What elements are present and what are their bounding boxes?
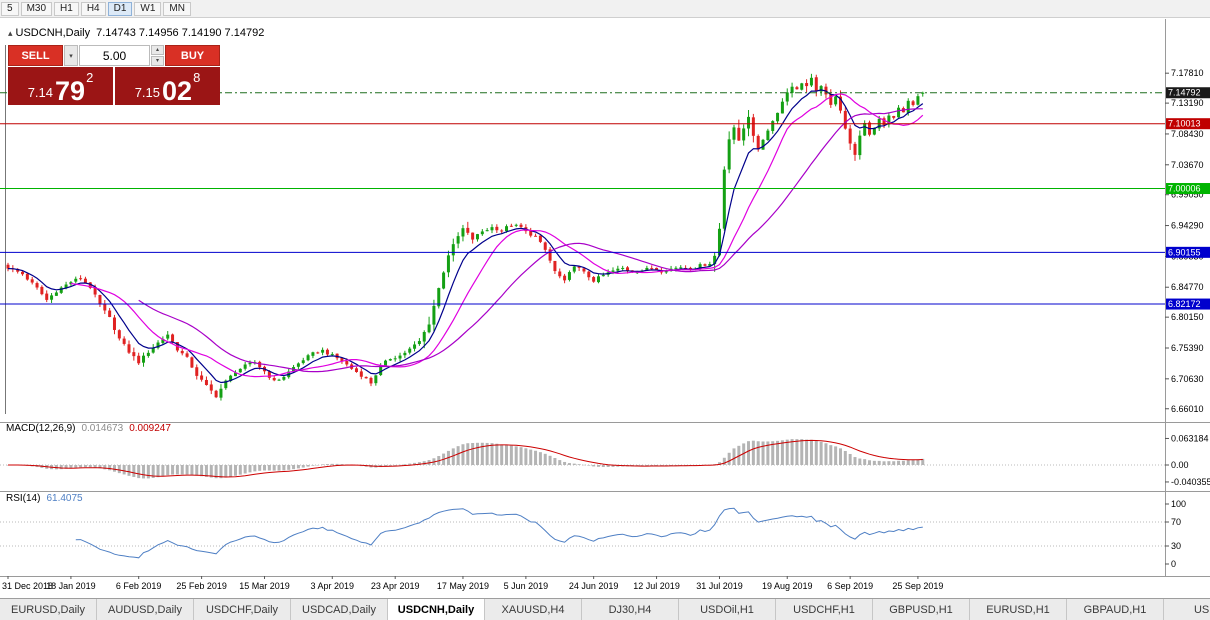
volume-stepper: ▴ ▾ [151,45,164,66]
price-level-label: 7.00006 [1168,184,1201,194]
price-level-label: 6.82172 [1168,299,1201,309]
sell-price-prefix: 7.14 [27,85,54,100]
date-tick-label: 24 Jun 2019 [569,581,619,591]
volume-input[interactable] [79,45,150,66]
price-tick-label: 6.99050 [1171,190,1204,200]
tab-usdchf-h1[interactable]: USDCHF,H1 [776,599,873,620]
candlestick-series [6,73,925,401]
rsi-axis-label: 0 [1171,559,1176,569]
date-tick-label: 17 May 2019 [437,581,489,591]
price-level-label: 7.10013 [1168,119,1201,129]
tab-usdcad-daily[interactable]: USDCAD,Daily [291,599,388,620]
timeframe-button-m30[interactable]: M30 [20,1,53,16]
volume-up-icon[interactable]: ▴ [151,45,164,55]
tab-gbpusd-h1[interactable]: GBPUSD,H1 [873,599,970,620]
date-tick-label: 19 Aug 2019 [762,581,813,591]
date-tick-label: 23 Apr 2019 [371,581,420,591]
price-tick-label: 6.94290 [1171,221,1204,231]
rsi-line [75,507,923,559]
buy-price-point: 8 [193,70,201,85]
rsi-axis-label: 100 [1171,499,1186,509]
tab-dj30-h4[interactable]: DJ30,H4 [582,599,679,620]
date-tick-label: 6 Feb 2019 [116,581,162,591]
date-tick-label: 31 Jul 2019 [696,581,743,591]
sell-button[interactable]: SELL [8,45,63,66]
price-tick-label: 7.08430 [1171,129,1204,139]
macd-panel: 0.063184 0.00 -0.040355 [0,433,1210,487]
ema-7-line [7,89,924,384]
tab-usdchf-daily[interactable]: USDCHF,Daily [194,599,291,620]
buy-button[interactable]: BUY [165,45,220,66]
buy-price-display[interactable]: 7.15 02 8 [115,67,220,105]
sell-price-point: 2 [86,70,94,85]
date-tick-label: 5 Jun 2019 [504,581,549,591]
volume-down-icon[interactable]: ▾ [151,56,164,66]
timeframe-button-h1[interactable]: H1 [54,1,79,16]
sell-price-pips: 79 [55,76,86,106]
timeframe-button-5[interactable]: 5 [1,1,19,16]
chart-tab-bar: EURUSD,Daily AUDUSD,Daily USDCHF,Daily USDC… [0,598,1210,620]
date-tick-label: 12 Jul 2019 [633,581,680,591]
timeframe-button-h4[interactable]: H4 [80,1,106,16]
sell-price-display[interactable]: 7.14 79 2 [8,67,113,105]
macd-axis-label: 0.063184 [1171,433,1209,443]
tab-usdjp[interactable]: USDJP [1164,599,1210,620]
tab-gbpaud-h1[interactable]: GBPAUD,H1 [1067,599,1164,620]
macd-axis-label: 0.00 [1171,460,1189,470]
price-tick-label: 7.13190 [1171,98,1204,108]
sma-28-line [138,108,923,373]
buy-price-pips: 02 [162,76,193,106]
tab-audusd-daily[interactable]: AUDUSD,Daily [97,599,194,620]
tab-xauusd-h4[interactable]: XAUUSD,H4 [485,599,582,620]
price-tick-label: 7.17810 [1171,68,1204,78]
date-tick-label: 15 Mar 2019 [239,581,290,591]
tab-eurusd-h1[interactable]: EURUSD,H1 [970,599,1067,620]
date-tick-label: 3 Apr 2019 [311,581,355,591]
price-level-label: 7.14792 [1168,88,1201,98]
price-tick-label: 6.75390 [1171,343,1204,353]
date-tick-label: 6 Sep 2019 [827,581,873,591]
tab-usdoil-h1[interactable]: USDOil,H1 [679,599,776,620]
price-tick-label: 6.66010 [1171,404,1204,414]
date-tick-label: 18 Jan 2019 [46,581,96,591]
price-tick-label: 7.03670 [1171,160,1204,170]
timeframe-button-d1[interactable]: D1 [107,1,133,16]
rsi-axis-label: 70 [1171,517,1181,527]
sma-14-line [70,93,924,378]
date-tick-label: 25 Sep 2019 [892,581,943,591]
date-tick-label: 31 Dec 2018 [2,581,53,591]
price-tick-label: 6.70630 [1171,374,1204,384]
price-level-label: 6.90155 [1168,247,1201,257]
macd-signal-line [8,439,923,478]
rsi-panel: 100 70 30 0 [0,499,1186,569]
one-click-trading-widget: SELL ▾ ▴ ▾ BUY 7.14 79 2 7.15 02 8 [8,45,220,105]
price-tick-label: 6.80150 [1171,312,1204,322]
timeframe-button-mn[interactable]: MN [163,1,191,16]
price-axis[interactable]: 7.17810 7.13190 7.08430 7.03670 6.99050 6.942… [1165,68,1210,414]
rsi-axis-label: 30 [1171,541,1181,551]
chart-canvas[interactable]: 7.17810 7.13190 7.08430 7.03670 6.99050 6.942… [0,19,1210,598]
tab-usdcnh-daily[interactable]: USDCNH,Daily [388,599,485,620]
buy-price-prefix: 7.15 [134,85,161,100]
price-tick-label: 6.84770 [1171,282,1204,292]
macd-axis-label: -0.040355 [1171,477,1210,487]
date-tick-label: 25 Feb 2019 [176,581,227,591]
timeframe-toolbar: 5 M30 H1 H4 D1 W1 MN [0,0,1210,18]
chart-workspace: 7.17810 7.13190 7.08430 7.03670 6.99050 6.942… [0,19,1210,598]
volume-dropdown-icon[interactable]: ▾ [64,45,78,66]
timeframe-button-w1[interactable]: W1 [134,1,162,16]
tab-eurusd-daily[interactable]: EURUSD,Daily [0,599,97,620]
